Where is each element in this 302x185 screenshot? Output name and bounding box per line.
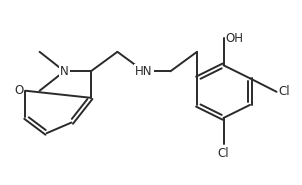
Text: O: O [14, 84, 23, 97]
Text: HN: HN [135, 65, 153, 78]
Text: Cl: Cl [279, 85, 290, 98]
Text: Cl: Cl [218, 147, 229, 160]
Text: N: N [60, 65, 69, 78]
Text: OH: OH [226, 32, 244, 45]
